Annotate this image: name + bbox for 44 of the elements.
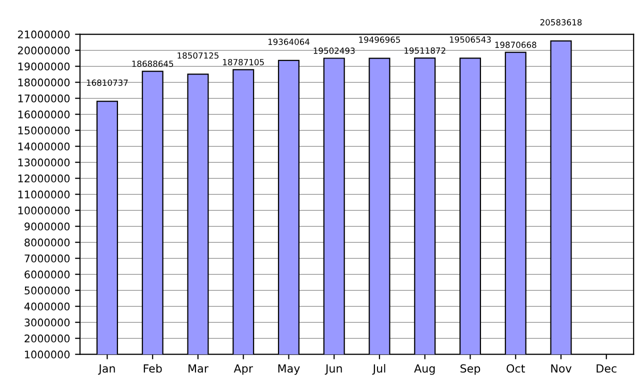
data-label: 18787105 xyxy=(223,59,264,66)
x-tick-label: Apr xyxy=(234,364,253,375)
data-label: 18507125 xyxy=(178,52,218,59)
y-tick-label: 8000000 xyxy=(24,238,70,246)
x-tick-label: Nov xyxy=(551,364,572,373)
y-tick-label: 14000000 xyxy=(18,142,70,150)
y-tick-label: 1000000 xyxy=(25,350,70,358)
x-tick-label: Oct xyxy=(506,364,525,373)
y-tick-label: 6000000 xyxy=(24,270,70,278)
x-tick-label: Mar xyxy=(188,364,208,373)
data-label: 20583618 xyxy=(540,19,582,26)
x-tick-label: Dec xyxy=(596,364,616,373)
y-tick-label: 16000000 xyxy=(18,110,70,118)
y-tick-label: 3000000 xyxy=(24,318,70,326)
data-label: 19511872 xyxy=(404,47,446,54)
y-tick-label: 19000000 xyxy=(18,62,70,70)
x-tick-label: Aug xyxy=(414,364,435,375)
y-tick-label: 2000000 xyxy=(24,334,70,342)
y-tick-label: 10000000 xyxy=(18,206,70,214)
data-label: 19870668 xyxy=(495,42,536,48)
y-tick-label: 4000000 xyxy=(24,302,70,310)
y-tick-label: 13000000 xyxy=(18,158,70,166)
x-tick-label: Feb xyxy=(144,364,162,373)
y-tick-label: 7000000 xyxy=(24,254,70,262)
y-tick-label: 5000000 xyxy=(24,286,70,294)
x-tick-label: Sep xyxy=(460,364,480,375)
x-tick-label: Jun xyxy=(324,364,342,375)
data-label: 16810737 xyxy=(86,80,128,86)
data-label: 19364064 xyxy=(268,38,310,45)
y-tick-label: 20000000 xyxy=(18,46,70,54)
data-label: 19502493 xyxy=(314,48,355,54)
data-label: 19506543 xyxy=(450,36,491,43)
data-label: 18688645 xyxy=(132,60,174,67)
y-tick-label: 12000000 xyxy=(18,174,70,182)
x-tick-label: Jan xyxy=(98,364,115,375)
x-tick-label: Jul xyxy=(372,364,386,375)
y-tick-label: 18000000 xyxy=(18,78,70,86)
y-tick-label: 9000000 xyxy=(24,222,70,230)
y-tick-label: 17000000 xyxy=(18,94,70,102)
x-tick-label: May xyxy=(278,364,300,375)
data-label: 19496965 xyxy=(359,36,400,43)
y-tick-label: 15000000 xyxy=(18,126,70,134)
y-tick-label: 21000000 xyxy=(18,30,70,38)
y-tick-label: 11000000 xyxy=(18,190,70,198)
